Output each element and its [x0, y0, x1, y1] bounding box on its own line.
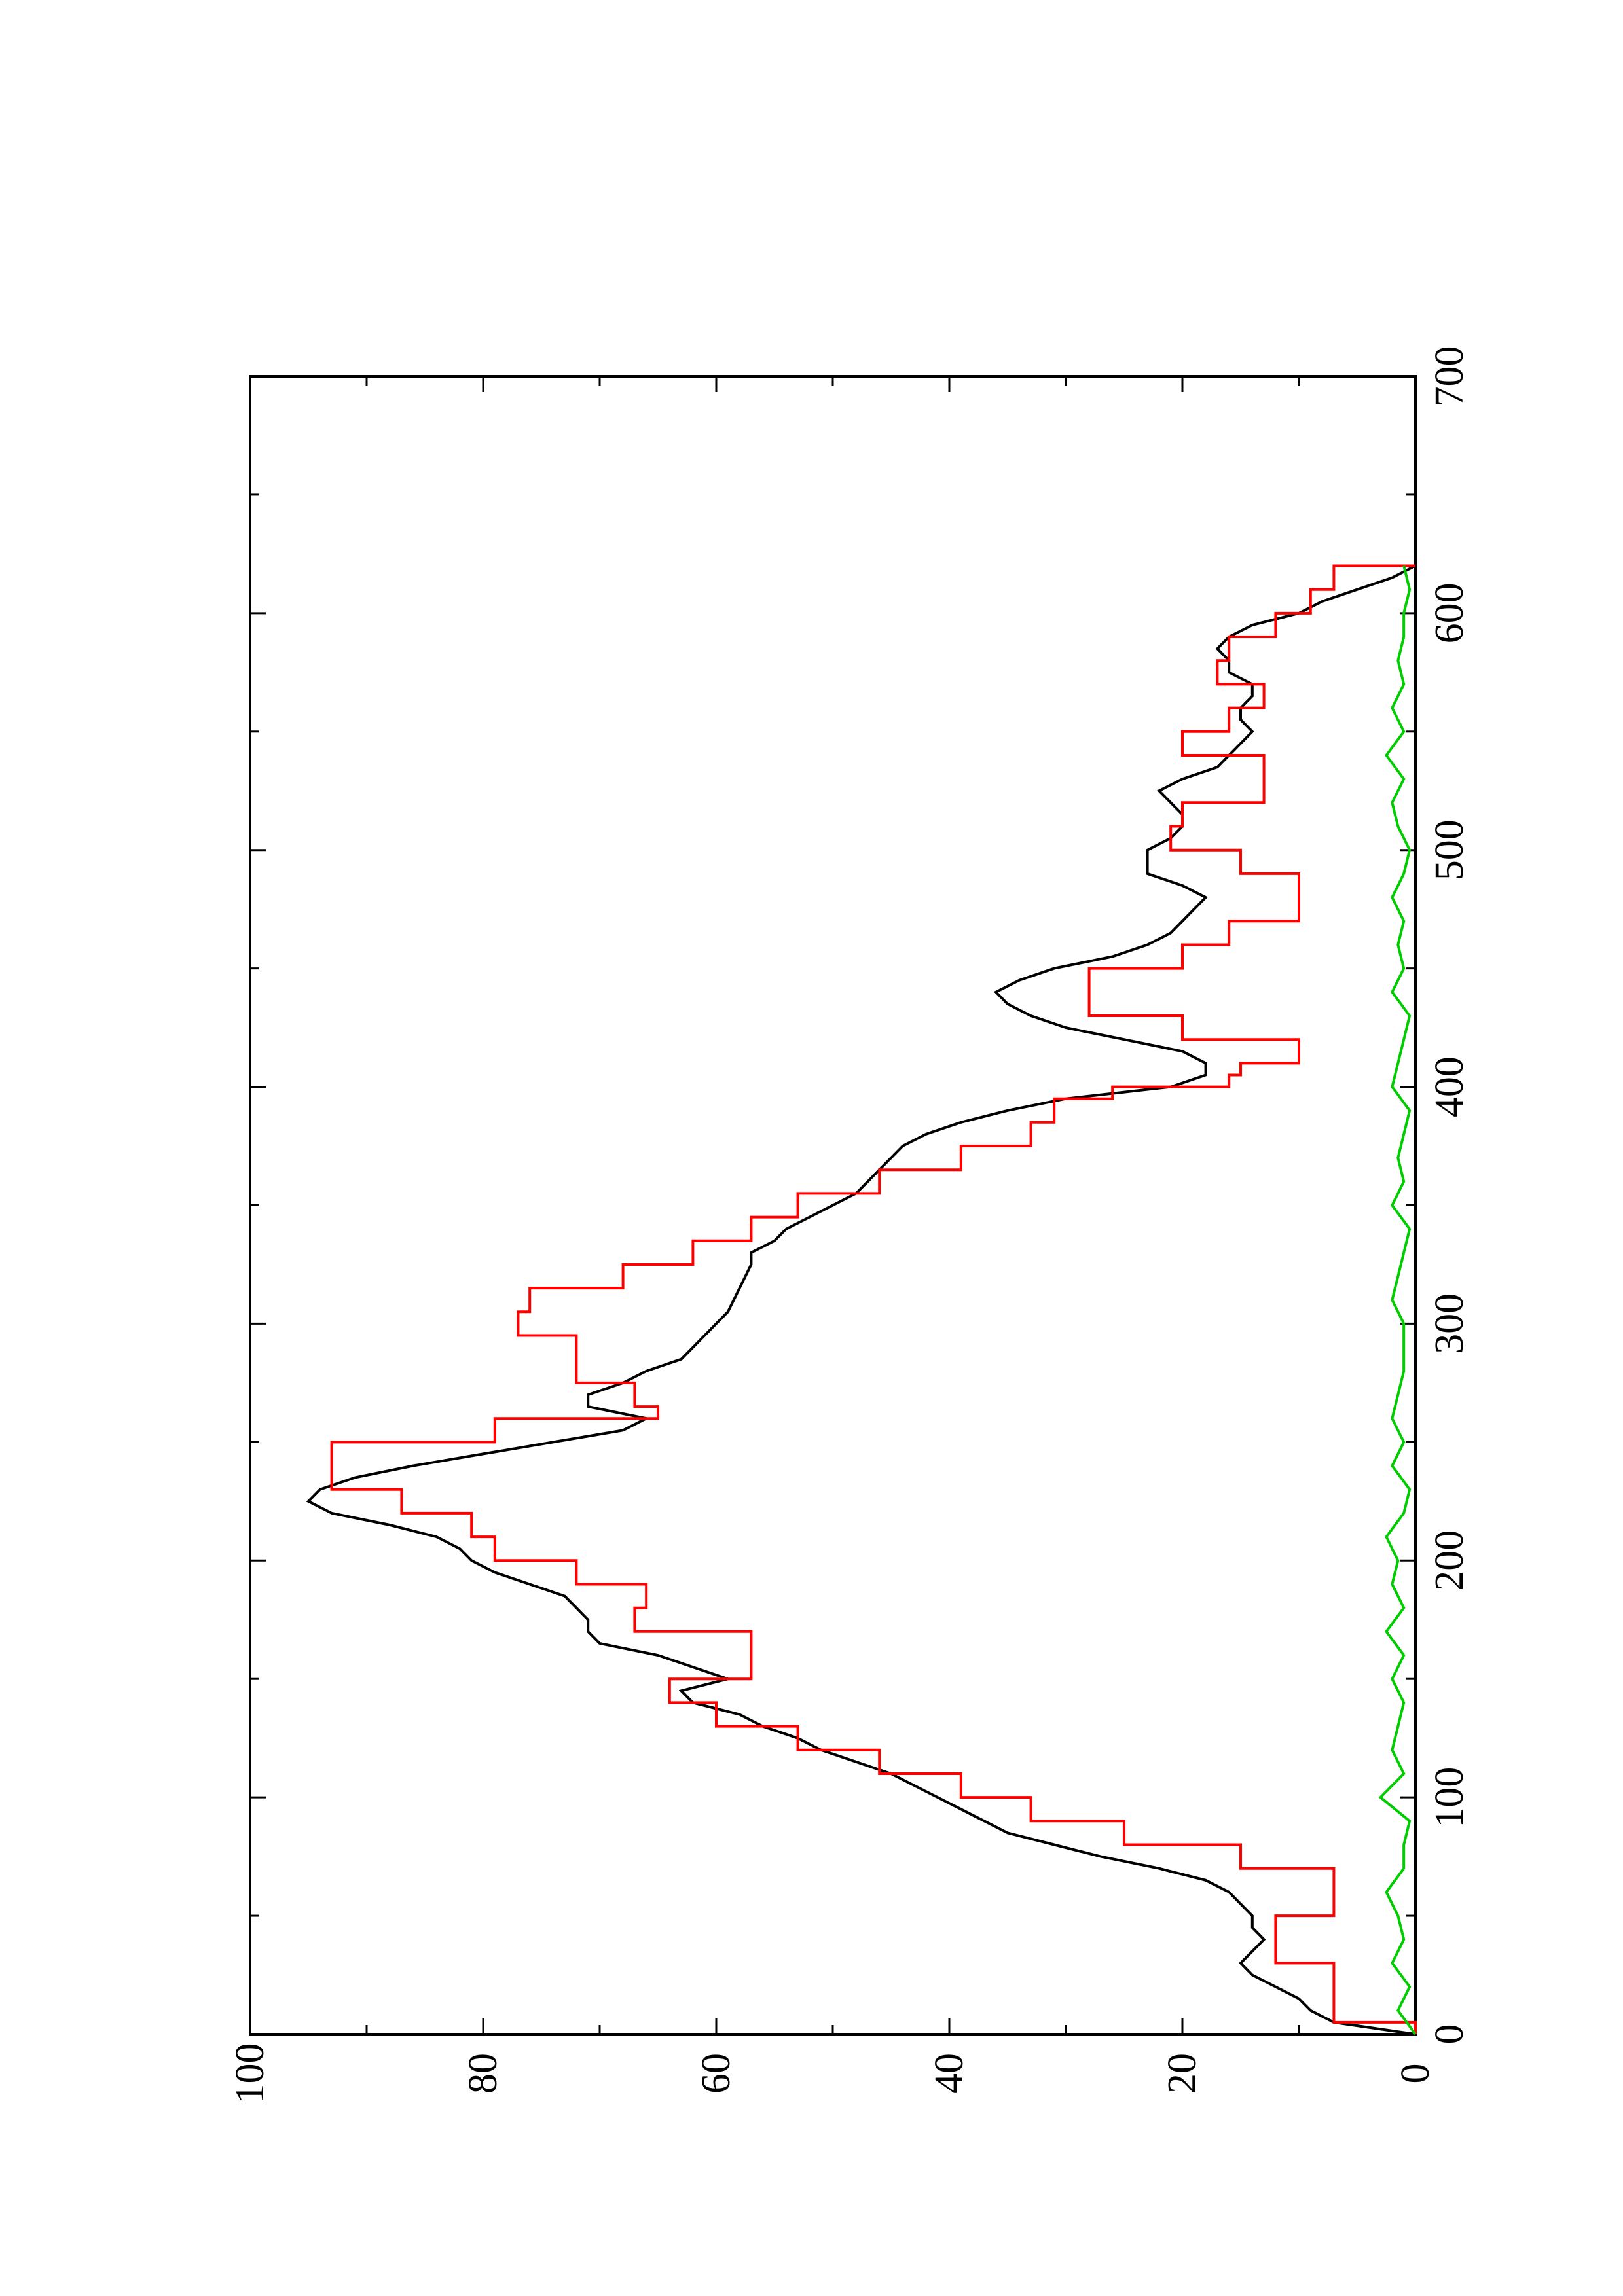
x-tick-label: 300 [1427, 1293, 1472, 1354]
axis-ticks [249, 375, 1417, 2036]
series-line-1 [306, 564, 1416, 2036]
y-tick-label: 60 [694, 2053, 739, 2094]
x-tick-label: 200 [1427, 1530, 1472, 1591]
x-tick-label: 0 [1427, 2024, 1472, 2045]
y-tick-label: 40 [927, 2053, 972, 2094]
series-line-2 [330, 564, 1417, 2034]
x-tick-label: 100 [1427, 1767, 1472, 1828]
x-tick-label: 500 [1427, 819, 1472, 880]
y-tick-label: 20 [1160, 2053, 1205, 2094]
y-tick-label: 80 [461, 2053, 505, 2094]
x-tick-label: 400 [1427, 1056, 1472, 1117]
y-tick-label: 0 [1393, 2064, 1438, 2084]
x-tick-label: 600 [1427, 583, 1472, 643]
series-line-3 [1378, 565, 1417, 2036]
axis-tick-labels: 0 100 200 300 400 500 600 700 0 20 40 60 80 100 [228, 346, 1472, 2104]
y-tick-label: 100 [228, 2043, 272, 2104]
x-tick-label: 700 [1427, 346, 1472, 407]
series-layer [306, 564, 1417, 2036]
